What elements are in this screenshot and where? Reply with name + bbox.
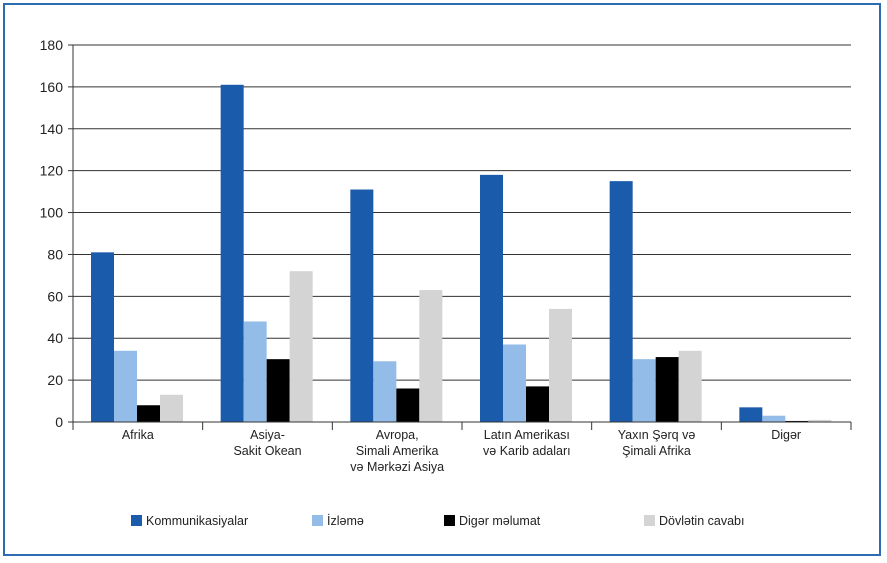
bar bbox=[350, 189, 374, 422]
bar bbox=[739, 407, 763, 422]
bars bbox=[91, 84, 832, 423]
bar bbox=[373, 361, 397, 422]
y-tick-label: 40 bbox=[47, 330, 63, 346]
y-tick-label: 180 bbox=[40, 37, 64, 53]
x-tick-label: Afrika bbox=[122, 428, 154, 442]
bar bbox=[220, 84, 244, 423]
chart-frame: 0 20 40 60 80 100 120 140 160 180 Afrika Asiya-Sak… bbox=[3, 3, 881, 556]
bar bbox=[785, 420, 809, 422]
legend-swatch bbox=[644, 515, 655, 526]
bar bbox=[137, 405, 160, 422]
x-tick-label: Latın Amerikası və Karib adaları bbox=[483, 428, 571, 458]
bar bbox=[549, 308, 572, 422]
y-tick-label: 20 bbox=[47, 372, 63, 388]
bar bbox=[503, 344, 526, 422]
y-tick-label: 120 bbox=[40, 163, 64, 179]
gridlines bbox=[73, 44, 851, 423]
y-tick-label: 140 bbox=[40, 121, 64, 137]
legend-swatch bbox=[444, 515, 455, 526]
bar bbox=[160, 394, 183, 422]
bar bbox=[266, 359, 290, 422]
bar bbox=[655, 357, 679, 422]
bar bbox=[396, 388, 420, 422]
bar bbox=[808, 419, 832, 422]
x-tick-label: Yaxın Şərq və Şimali Afrika bbox=[618, 428, 696, 458]
legend-label: Dövlətin cavabı bbox=[659, 514, 744, 528]
bar bbox=[91, 252, 114, 422]
bar bbox=[289, 271, 313, 422]
y-tick-label: 160 bbox=[40, 79, 64, 95]
bar bbox=[526, 386, 549, 422]
bar bbox=[678, 350, 702, 422]
legend-swatch bbox=[131, 515, 142, 526]
legend-swatch bbox=[312, 515, 323, 526]
x-tick-label: Digər bbox=[771, 428, 801, 442]
legend-label: Digər məlumat bbox=[459, 514, 541, 528]
y-tick-label: 60 bbox=[47, 288, 63, 304]
bar bbox=[609, 181, 633, 422]
legend-label: İzləmə bbox=[327, 514, 364, 528]
bar bbox=[114, 350, 137, 422]
bar bbox=[243, 321, 267, 422]
legend: Kommunikasiyalar İzləmə Digər məlumat Dövlə… bbox=[131, 514, 744, 528]
y-tick-label: 0 bbox=[55, 414, 63, 430]
x-tick-label: Asiya-Sakit Okean bbox=[233, 428, 301, 458]
bar bbox=[419, 290, 443, 422]
x-axis: Afrika Asiya-Sakit Okean Avropa, Simali Ame… bbox=[72, 421, 852, 474]
bar bbox=[480, 174, 503, 422]
y-tick-label: 100 bbox=[40, 205, 64, 221]
x-tick-label: Avropa, Simali Amerika və Mərkəzi Asiya bbox=[350, 428, 444, 474]
y-axis: 0 20 40 60 80 100 120 140 160 180 bbox=[40, 37, 74, 430]
y-tick-label: 80 bbox=[47, 246, 63, 262]
legend-label: Kommunikasiyalar bbox=[146, 514, 248, 528]
bar-chart: 0 20 40 60 80 100 120 140 160 180 Afrika Asiya-Sak… bbox=[40, 37, 852, 528]
bar bbox=[762, 415, 786, 422]
bar bbox=[632, 359, 656, 422]
